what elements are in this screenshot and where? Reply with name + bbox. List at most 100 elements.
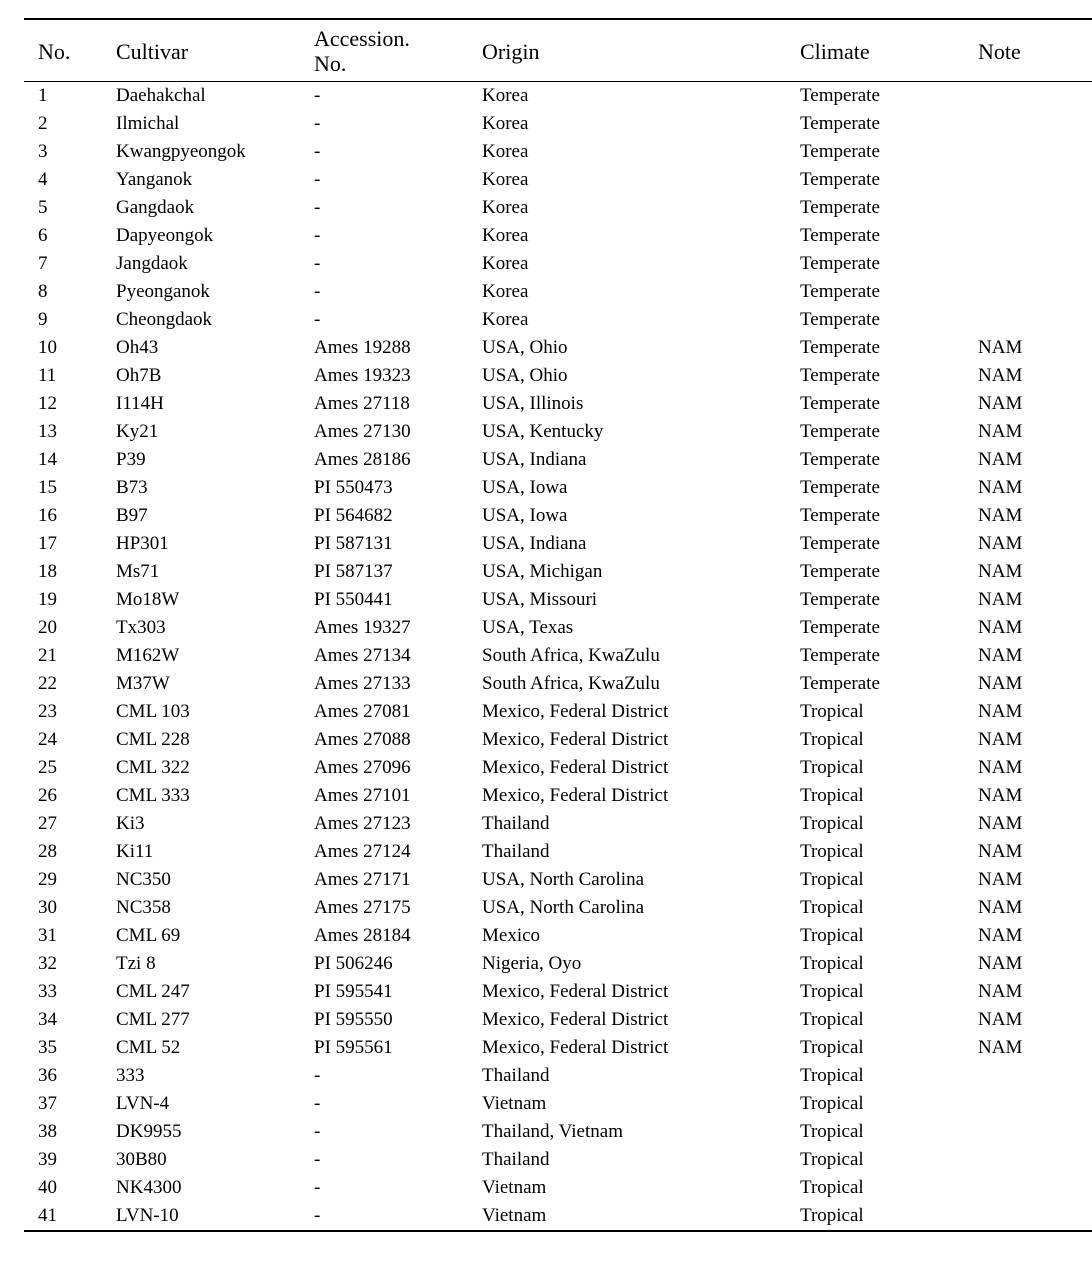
cell-climate: Tropical [796, 1118, 974, 1146]
cell-note: NAM [974, 642, 1092, 670]
cell-climate: Temperate [796, 670, 974, 698]
cell-climate: Tropical [796, 838, 974, 866]
cell-cultivar: NK4300 [112, 1174, 310, 1202]
cell-note [974, 222, 1092, 250]
cell-climate: Tropical [796, 1034, 974, 1062]
cell-note [974, 306, 1092, 334]
cell-cultivar: Ms71 [112, 558, 310, 586]
cell-note [974, 1202, 1092, 1231]
cell-no: 38 [24, 1118, 112, 1146]
cell-origin: Korea [478, 222, 796, 250]
cell-climate: Tropical [796, 894, 974, 922]
table-row: 4Yanganok-KoreaTemperate [24, 166, 1092, 194]
cell-cultivar: 333 [112, 1062, 310, 1090]
cell-origin: Korea [478, 138, 796, 166]
cell-accession: Ames 19323 [310, 362, 478, 390]
cell-cultivar: LVN-4 [112, 1090, 310, 1118]
cell-no: 40 [24, 1174, 112, 1202]
table-row: 41LVN-10-VietnamTropical [24, 1202, 1092, 1231]
table-row: 22M37WAmes 27133South Africa, KwaZuluTem… [24, 670, 1092, 698]
table-row: 23CML 103Ames 27081Mexico, Federal Distr… [24, 698, 1092, 726]
cell-cultivar: Gangdaok [112, 194, 310, 222]
cell-accession: - [310, 1174, 478, 1202]
cell-climate: Temperate [796, 558, 974, 586]
table-row: 37LVN-4-VietnamTropical [24, 1090, 1092, 1118]
cell-accession: - [310, 1202, 478, 1231]
cell-climate: Tropical [796, 978, 974, 1006]
cell-climate: Tropical [796, 1146, 974, 1174]
header-climate: Climate [796, 19, 974, 81]
cell-no: 16 [24, 502, 112, 530]
cell-no: 19 [24, 586, 112, 614]
table-row: 5Gangdaok-KoreaTemperate [24, 194, 1092, 222]
cell-origin: USA, Missouri [478, 586, 796, 614]
cell-no: 29 [24, 866, 112, 894]
cell-cultivar: Jangdaok [112, 250, 310, 278]
cell-cultivar: Kwangpyeongok [112, 138, 310, 166]
cell-accession: Ames 27130 [310, 418, 478, 446]
table-row: 14P39Ames 28186USA, IndianaTemperateNAM [24, 446, 1092, 474]
cell-note [974, 166, 1092, 194]
cell-no: 15 [24, 474, 112, 502]
cell-origin: USA, Indiana [478, 446, 796, 474]
cell-no: 17 [24, 530, 112, 558]
cell-no: 41 [24, 1202, 112, 1231]
cell-no: 5 [24, 194, 112, 222]
cell-origin: Thailand [478, 1062, 796, 1090]
table-row: 28Ki11Ames 27124ThailandTropicalNAM [24, 838, 1092, 866]
cell-cultivar: HP301 [112, 530, 310, 558]
cell-note: NAM [974, 810, 1092, 838]
cell-note: NAM [974, 726, 1092, 754]
cell-no: 10 [24, 334, 112, 362]
cell-no: 8 [24, 278, 112, 306]
cell-origin: Mexico, Federal District [478, 1006, 796, 1034]
cell-origin: Mexico, Federal District [478, 754, 796, 782]
cell-no: 39 [24, 1146, 112, 1174]
table-row: 1Daehakchal-KoreaTemperate [24, 82, 1092, 110]
table-row: 16B97PI 564682USA, IowaTemperateNAM [24, 502, 1092, 530]
cell-note [974, 194, 1092, 222]
cell-cultivar: M162W [112, 642, 310, 670]
cell-climate: Temperate [796, 474, 974, 502]
table-row: 35CML 52PI 595561Mexico, Federal Distric… [24, 1034, 1092, 1062]
cell-cultivar: NC350 [112, 866, 310, 894]
cell-note: NAM [974, 978, 1092, 1006]
cell-no: 6 [24, 222, 112, 250]
cell-cultivar: I114H [112, 390, 310, 418]
table-row: 40NK4300-VietnamTropical [24, 1174, 1092, 1202]
cell-note: NAM [974, 1006, 1092, 1034]
cell-origin: Mexico, Federal District [478, 1034, 796, 1062]
cell-no: 27 [24, 810, 112, 838]
cell-cultivar: CML 322 [112, 754, 310, 782]
cell-no: 25 [24, 754, 112, 782]
cell-accession: Ames 19327 [310, 614, 478, 642]
table-row: 25CML 322Ames 27096Mexico, Federal Distr… [24, 754, 1092, 782]
cell-accession: - [310, 306, 478, 334]
cell-origin: USA, Ohio [478, 362, 796, 390]
cell-no: 3 [24, 138, 112, 166]
cell-cultivar: Pyeonganok [112, 278, 310, 306]
cell-note [974, 110, 1092, 138]
cell-note: NAM [974, 670, 1092, 698]
cell-no: 26 [24, 782, 112, 810]
table-row: 33CML 247PI 595541Mexico, Federal Distri… [24, 978, 1092, 1006]
cell-origin: Thailand, Vietnam [478, 1118, 796, 1146]
cell-accession: - [310, 250, 478, 278]
cell-note [974, 138, 1092, 166]
cell-climate: Temperate [796, 82, 974, 110]
cell-cultivar: Yanganok [112, 166, 310, 194]
cell-note: NAM [974, 754, 1092, 782]
cell-climate: Temperate [796, 222, 974, 250]
cell-no: 37 [24, 1090, 112, 1118]
cell-no: 31 [24, 922, 112, 950]
cell-origin: USA, North Carolina [478, 894, 796, 922]
cell-cultivar: CML 333 [112, 782, 310, 810]
cell-note: NAM [974, 418, 1092, 446]
cell-accession: PI 587131 [310, 530, 478, 558]
cell-origin: USA, Iowa [478, 474, 796, 502]
cell-origin: USA, North Carolina [478, 866, 796, 894]
cell-accession: - [310, 1062, 478, 1090]
cell-origin: Vietnam [478, 1174, 796, 1202]
table-row: 17HP301PI 587131USA, IndianaTemperateNAM [24, 530, 1092, 558]
cell-no: 18 [24, 558, 112, 586]
